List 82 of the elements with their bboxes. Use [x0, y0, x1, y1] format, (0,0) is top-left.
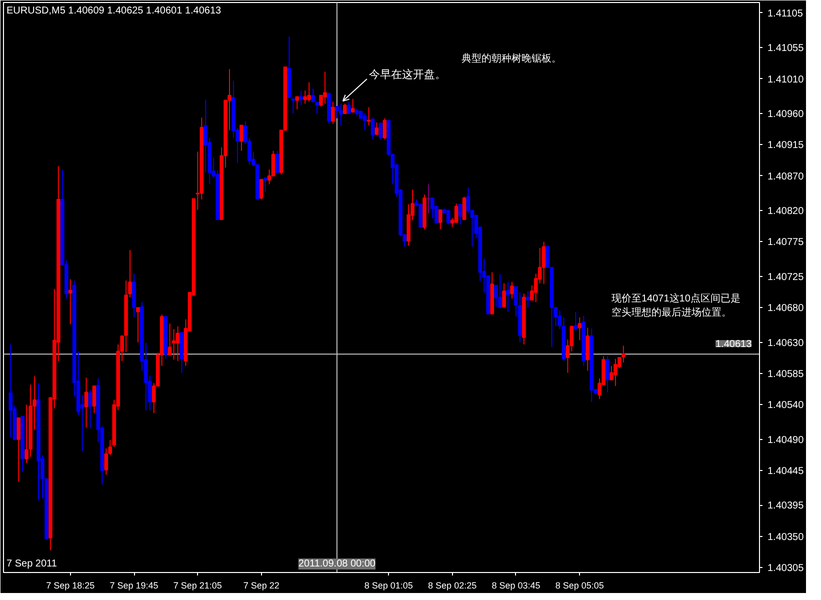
x-tick-label: 7 Sep 19:45	[110, 580, 158, 590]
candlestick	[526, 290, 530, 308]
candlestick	[362, 112, 367, 131]
y-tick-label: 1.40540	[768, 400, 804, 412]
candlestick	[438, 209, 442, 230]
annotation: 7 Sep 2011	[6, 558, 58, 570]
candlestick	[291, 98, 296, 114]
annotation: 典型的朝种树晚锯板。	[462, 52, 562, 64]
candlestick	[92, 385, 96, 414]
candlestick	[506, 281, 510, 312]
candlestick	[240, 124, 244, 152]
y-tick-label: 1.41105	[768, 8, 804, 20]
y-tick-label: 1.40585	[768, 368, 804, 380]
y-tick-label: 1.40915	[768, 140, 804, 152]
candlestick	[275, 150, 280, 173]
candlestick	[498, 274, 502, 308]
candlestick	[606, 356, 610, 393]
candlestick	[350, 98, 355, 113]
candlestick	[542, 241, 546, 285]
x-tick-label: 8 Sep 01:05	[364, 580, 413, 590]
y-tick-label: 1.40775	[768, 237, 804, 248]
candlestick	[136, 307, 140, 343]
candlestick	[418, 204, 422, 228]
candlestick	[307, 82, 311, 102]
candlestick	[176, 326, 180, 362]
candlestick	[510, 281, 514, 300]
y-tick-label: 1.40960	[768, 108, 804, 120]
candlestick	[259, 178, 264, 200]
y-tick-label: 1.41055	[768, 43, 804, 54]
candlestick	[574, 311, 578, 332]
x-tick-label: 7 Sep 22	[243, 580, 280, 590]
candlestick	[622, 345, 626, 363]
annotation: 空头理想的最后进场位置。	[612, 306, 732, 318]
candlestick	[8, 344, 13, 438]
candlestick	[586, 327, 590, 372]
candlestick	[16, 417, 21, 482]
candlestick	[311, 88, 315, 103]
candlestick	[339, 103, 343, 126]
y-tick-label: 1.40305	[768, 563, 804, 574]
candlestick	[331, 101, 335, 124]
candlestick	[374, 122, 379, 136]
candlestick	[462, 196, 466, 220]
candlestick	[382, 118, 387, 140]
y-tick-label: 1.40725	[768, 272, 804, 283]
y-tick-label: 1.40490	[768, 434, 804, 446]
annotation: 现价至14071这10点区间已是	[612, 292, 740, 304]
candlestick	[323, 71, 327, 104]
candlestick	[614, 358, 618, 386]
candlestick	[578, 316, 582, 341]
candlestick	[454, 203, 458, 223]
candlestick	[446, 210, 450, 225]
candlestick	[303, 90, 307, 104]
candlestick	[502, 282, 506, 308]
candlestick	[295, 96, 300, 110]
x-tick-label: 8 Sep 03:45	[492, 580, 540, 590]
candlestick	[299, 90, 304, 106]
x-tick-label: 8 Sep 05:05	[555, 580, 604, 590]
y-tick-label: 1.40630	[768, 338, 804, 349]
x-tick-label: 7 Sep 21:05	[173, 580, 222, 590]
candlestick	[263, 177, 268, 192]
candlestick	[168, 323, 172, 356]
ref-line-label: 2011.09.08 00:00	[298, 558, 376, 570]
chart-title: EURUSD,M5 1.40609 1.40625 1.40601 1.40613	[6, 6, 222, 16]
y-tick-label: 1.40350	[768, 532, 804, 543]
candlestick	[458, 204, 462, 225]
y-tick-label: 1.41010	[768, 74, 804, 86]
annotation: 今早在这开盘。	[368, 68, 446, 82]
candlestick	[346, 101, 351, 114]
candlestick	[370, 118, 375, 140]
candlestick	[343, 103, 347, 114]
y-tick-label: 1.40445	[768, 466, 804, 478]
y-tick-label: 1.40870	[768, 171, 804, 182]
y-tick-label: 1.40395	[768, 500, 804, 512]
y-tick-label: 1.40820	[768, 206, 804, 218]
x-tick-label: 7 Sep 18:25	[46, 580, 95, 590]
candlestick	[88, 390, 92, 429]
x-tick-label: 8 Sep 02:25	[428, 580, 477, 590]
y-tick-label: 1.40680	[768, 303, 804, 314]
candlestick	[68, 278, 72, 325]
candlestick	[378, 122, 383, 140]
candlestick	[84, 377, 88, 428]
candlestick	[366, 106, 371, 126]
